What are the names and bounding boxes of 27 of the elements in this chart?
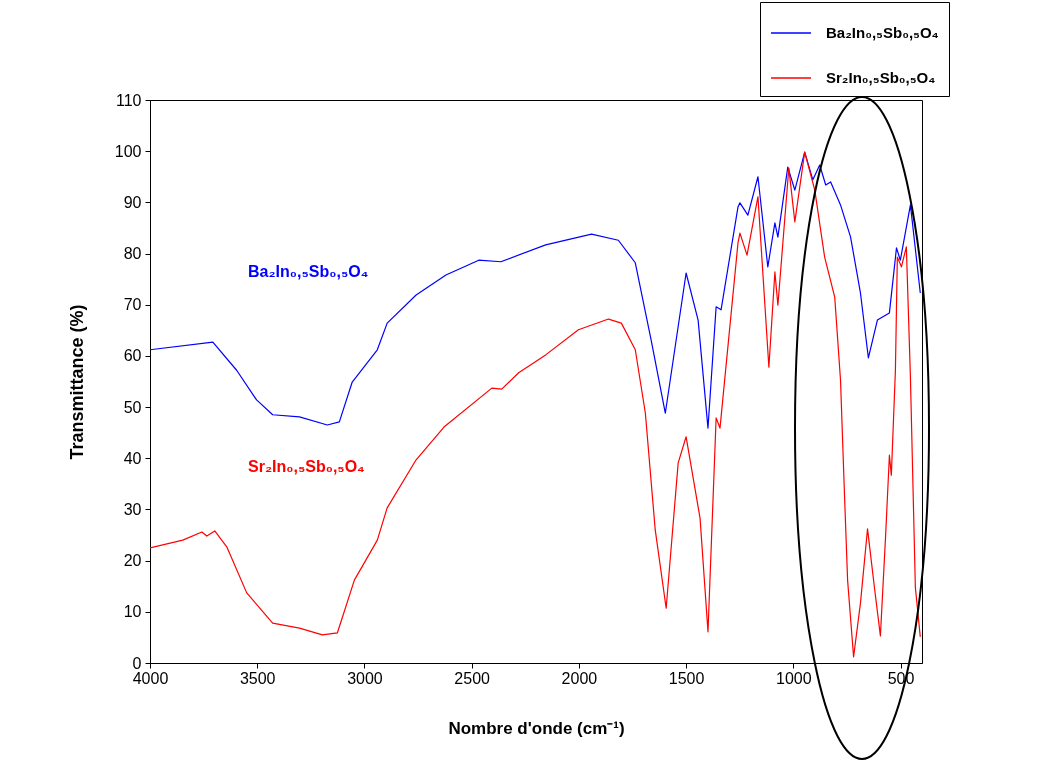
x-tick-label: 3500 [239, 669, 276, 687]
x-axis-title: Nombre d'onde (cm⁻¹) [448, 718, 625, 738]
y-tick-label: 60 [123, 347, 142, 365]
y-tick-label: 70 [123, 296, 142, 314]
y-tick-label: 30 [123, 500, 142, 518]
y-tick-label: 10 [123, 603, 142, 621]
x-tick-label: 2000 [561, 669, 598, 687]
x-tick-label: 2500 [454, 669, 491, 687]
y-tick-label: 80 [123, 245, 142, 263]
y-tick-label: 50 [123, 398, 142, 416]
annotation: Ba₂In₀,₅Sb₀,₅O₄ [248, 263, 369, 280]
x-tick-label: 3000 [347, 669, 383, 687]
legend-label: Sr₂In₀,₅Sb₀,₅O₄ [826, 69, 936, 86]
line-series [150, 151, 921, 429]
y-axis-title: Transmittance (%) [66, 304, 87, 460]
y-tick-label: 0 [132, 654, 142, 672]
y-tick-label: 40 [123, 449, 142, 467]
legend-label: Ba₂In₀,₅Sb₀,₅O₄ [826, 24, 939, 41]
x-tick-label: 1500 [668, 669, 705, 687]
annotation: Sr₂In₀,₅Sb₀,₅O₄ [248, 458, 365, 475]
y-tick-label: 90 [123, 193, 142, 211]
y-tick-label: 20 [123, 552, 142, 570]
y-tick-label: 100 [114, 142, 142, 160]
x-tick-label: 4000 [132, 669, 169, 687]
x-tick-label: 1000 [776, 669, 812, 687]
y-tick-label: 110 [115, 91, 142, 109]
line-series [150, 151, 921, 658]
